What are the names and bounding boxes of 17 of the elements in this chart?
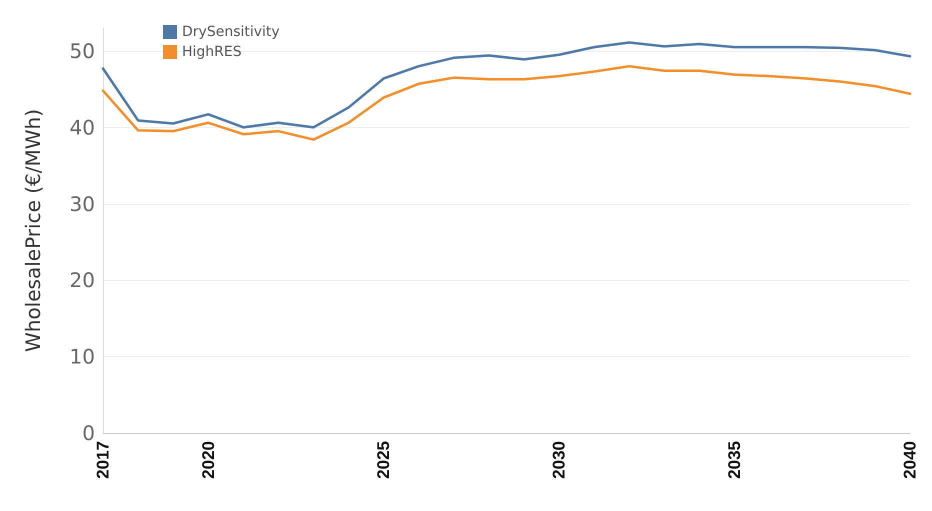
y-axis-title: WholesalePrice (€/MWh) xyxy=(21,108,45,352)
line-series xyxy=(102,41,912,129)
legend-label: HighRES xyxy=(182,44,242,60)
x-tick-label: 2025 xyxy=(374,441,394,479)
y-tick-label: 20 xyxy=(70,268,95,292)
x-tick-label: 2035 xyxy=(725,441,744,479)
y-tick-label: 50 xyxy=(70,38,95,63)
y-tick-label: 30 xyxy=(70,192,95,216)
x-tick-label: 2030 xyxy=(550,441,569,479)
y-tick-label: 10 xyxy=(70,344,95,369)
line-series xyxy=(102,64,912,141)
x-tick-label: 2040 xyxy=(900,441,920,479)
y-tick-label: 40 xyxy=(70,115,95,140)
legend-label: DrySensitivity xyxy=(182,24,280,40)
x-tick-label: 2017 xyxy=(94,441,112,479)
y-tick-label: 0 xyxy=(82,421,95,445)
x-tick-label: 2020 xyxy=(198,441,218,479)
